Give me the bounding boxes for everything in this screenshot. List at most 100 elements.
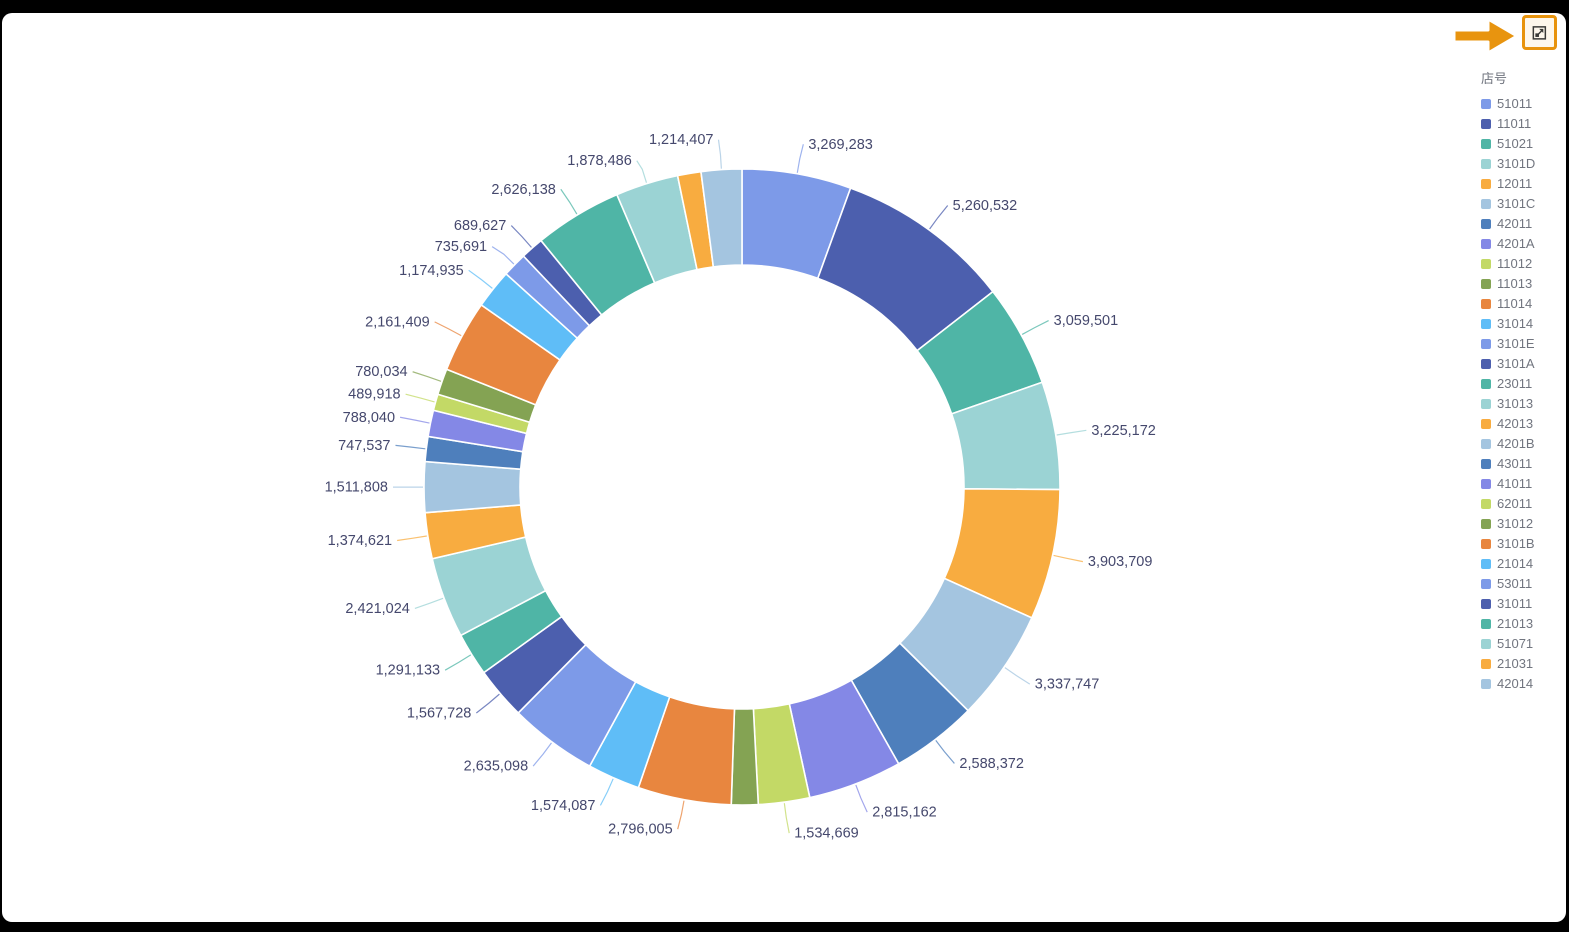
- legend-item[interactable]: 11011: [1481, 114, 1563, 134]
- legend-item[interactable]: 11014: [1481, 294, 1563, 314]
- legend-swatch: [1481, 419, 1491, 429]
- donut-slice[interactable]: [730, 707, 760, 806]
- legend-swatch: [1481, 299, 1491, 309]
- data-label: 3,269,283: [808, 137, 873, 153]
- legend-title: 店号: [1481, 71, 1508, 86]
- label-leader-line: [414, 597, 444, 610]
- legend-item-label: 3101B: [1497, 536, 1535, 551]
- label-leader-line: [468, 269, 493, 289]
- legend-item[interactable]: 3101A: [1481, 354, 1563, 374]
- label-leader-line: [560, 188, 578, 215]
- data-label: 2,796,005: [608, 822, 673, 838]
- label-leader-line: [855, 784, 868, 813]
- legend-item[interactable]: 12011: [1481, 174, 1563, 194]
- legend-item[interactable]: 62011: [1481, 494, 1563, 514]
- legend-item-label: 62011: [1497, 496, 1533, 511]
- legend-item[interactable]: 3101E: [1481, 334, 1563, 354]
- legend-swatch: [1481, 179, 1491, 189]
- legend-swatch: [1481, 319, 1491, 329]
- label-leader-line: [1053, 554, 1084, 563]
- legend-item[interactable]: 4201A: [1481, 234, 1563, 254]
- label-leader-line: [1021, 320, 1049, 335]
- label-leader-line: [1056, 429, 1087, 436]
- legend-swatch: [1481, 259, 1491, 269]
- data-label: 1,511,808: [325, 480, 388, 496]
- legend-item-label: 31011: [1497, 596, 1533, 611]
- legend-item[interactable]: 3101C: [1481, 194, 1563, 214]
- legend-swatch: [1481, 459, 1491, 469]
- legend-swatch: [1481, 219, 1491, 229]
- legend-item[interactable]: 11012: [1481, 254, 1563, 274]
- legend-item[interactable]: 42013: [1481, 414, 1563, 434]
- legend-item-label: 3101D: [1497, 156, 1536, 171]
- legend-swatch: [1481, 639, 1491, 649]
- legend-item[interactable]: 23011: [1481, 374, 1563, 394]
- label-leader-line: [717, 139, 722, 169]
- legend-item-label: 3101A: [1497, 356, 1535, 371]
- donut-slice[interactable]: [423, 460, 522, 514]
- label-leader-line: [929, 205, 949, 230]
- legend-item-label: 51021: [1497, 136, 1534, 151]
- legend-item-label: 42011: [1497, 216, 1533, 231]
- legend-item-label: 43011: [1497, 456, 1533, 471]
- legend-item[interactable]: 51011: [1481, 94, 1563, 114]
- report-canvas: 3,269,283 5,260,532 3,059,501 3,225,172 3,90…: [2, 13, 1566, 922]
- legend-item[interactable]: 41011: [1481, 474, 1563, 494]
- label-leader-line: [444, 654, 472, 671]
- legend-swatch: [1481, 339, 1491, 349]
- data-label: 3,337,747: [1035, 677, 1100, 693]
- legend-item[interactable]: 21013: [1481, 614, 1563, 634]
- legend-item[interactable]: 11013: [1481, 274, 1563, 294]
- donut-slice[interactable]: [700, 168, 743, 268]
- legend-item-label: 11014: [1497, 296, 1533, 311]
- data-label: 1,374,621: [328, 533, 393, 549]
- legend-swatch: [1481, 199, 1491, 209]
- donut-chart: 3,269,283 5,260,532 3,059,501 3,225,172 3,90…: [325, 132, 1156, 841]
- data-label: 489,918: [348, 387, 400, 403]
- legend-item[interactable]: 42014: [1481, 674, 1563, 694]
- data-label: 689,627: [454, 218, 506, 234]
- data-label: 3,225,172: [1091, 423, 1156, 439]
- legend-swatch: [1481, 399, 1491, 409]
- legend-swatch: [1481, 599, 1491, 609]
- legend-item[interactable]: 21031: [1481, 654, 1563, 674]
- legend-item[interactable]: 42011: [1481, 214, 1563, 234]
- legend-swatch: [1481, 439, 1491, 449]
- legend-item-label: 21013: [1497, 616, 1534, 631]
- label-leader-line: [677, 800, 685, 830]
- legend-item[interactable]: 53011: [1481, 574, 1563, 594]
- legend-items: 51011 11011 51021 3101D 12011 3101C 42011 4201A…: [1481, 94, 1563, 694]
- data-label: 2,815,162: [872, 805, 937, 821]
- legend-item[interactable]: 3101B: [1481, 534, 1563, 554]
- label-leader-line: [405, 393, 435, 403]
- legend-swatch: [1481, 619, 1491, 629]
- data-label: 1,567,728: [407, 705, 472, 721]
- legend-swatch: [1481, 479, 1491, 489]
- label-leader-line: [532, 742, 552, 767]
- label-leader-line: [510, 225, 532, 248]
- label-leader-line: [1004, 667, 1031, 685]
- data-label: 2,626,138: [491, 182, 556, 198]
- legend-item-label: 4201B: [1497, 436, 1535, 451]
- label-leader-line: [491, 246, 515, 265]
- legend-item[interactable]: 21014: [1481, 554, 1563, 574]
- legend-item[interactable]: 31011: [1481, 594, 1563, 614]
- legend-item[interactable]: 31013: [1481, 394, 1563, 414]
- legend-item[interactable]: 4201B: [1481, 434, 1563, 454]
- legend-item-label: 23011: [1497, 376, 1533, 391]
- legend-swatch: [1481, 499, 1491, 509]
- label-leader-line: [412, 371, 442, 382]
- label-leader-line: [796, 144, 804, 173]
- data-label: 788,040: [343, 410, 395, 426]
- legend-swatch: [1481, 139, 1491, 149]
- legend-item[interactable]: 51071: [1481, 634, 1563, 654]
- legend-item[interactable]: 51021: [1481, 134, 1563, 154]
- legend-item[interactable]: 43011: [1481, 454, 1563, 474]
- legend-item[interactable]: 31012: [1481, 514, 1563, 534]
- legend-item[interactable]: 3101D: [1481, 154, 1563, 174]
- legend-item[interactable]: 31014: [1481, 314, 1563, 334]
- label-leader-line: [399, 416, 430, 424]
- focus-mode-button[interactable]: [1522, 15, 1557, 50]
- label-leader-line: [783, 803, 790, 834]
- legend-swatch: [1481, 519, 1491, 529]
